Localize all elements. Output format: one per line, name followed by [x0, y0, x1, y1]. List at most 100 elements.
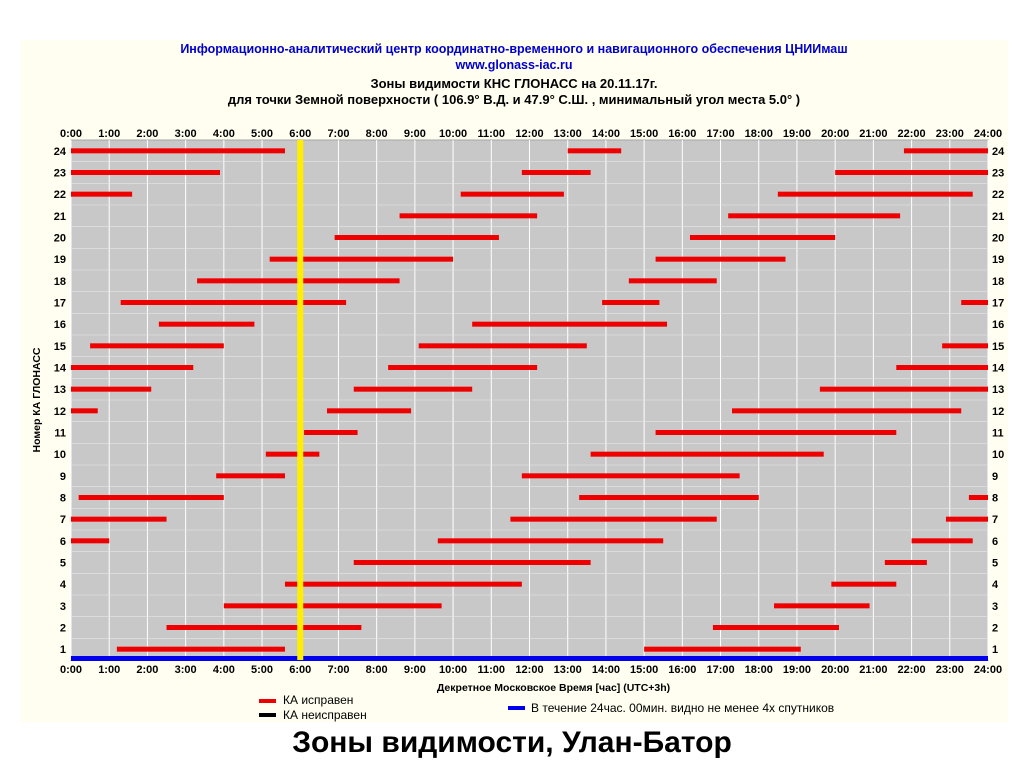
visibility-bar-sat-11	[304, 430, 358, 435]
visibility-bar-sat-10	[265, 451, 320, 457]
x-tick-label-top: 23:00	[936, 128, 964, 140]
visibility-bar-sat-2	[166, 625, 362, 630]
visibility-bar-sat-7	[945, 516, 988, 522]
y-tick-label: 22	[54, 189, 66, 201]
y-tick-label: 18	[54, 276, 66, 288]
x-tick-label: 11:00	[478, 664, 506, 676]
x-tick-label-top: 13:00	[554, 128, 582, 140]
y-tick-label: 10	[54, 449, 66, 461]
x-tick-label: 14:00	[592, 664, 620, 676]
visibility-bar-sat-22	[460, 191, 564, 197]
visibility-bar-sat-23	[71, 170, 221, 175]
coverage-line	[71, 656, 988, 661]
visibility-bar-sat-15	[418, 343, 587, 349]
y-tick-label-right: 13	[992, 384, 1004, 396]
visibility-bar-sat-8	[78, 495, 224, 500]
y-tick-label-right: 10	[992, 449, 1004, 461]
visibility-bar-sat-6	[71, 538, 110, 544]
visibility-bar-sat-13	[819, 386, 988, 392]
y-tick-label-right: 1	[992, 644, 998, 656]
visibility-bar-sat-16	[472, 321, 668, 327]
y-tick-label: 23	[54, 168, 66, 180]
x-tick-label: 24:00	[974, 664, 1002, 676]
header-url: www.glonass-iac.ru	[455, 58, 573, 72]
x-tick-label-top: 20:00	[821, 128, 849, 140]
visibility-bar-sat-21	[728, 213, 901, 219]
visibility-bar-sat-12	[732, 408, 962, 414]
x-tick-label-top: 14:00	[592, 128, 620, 140]
visibility-bar-sat-11	[655, 430, 897, 435]
x-tick-label-top: 5:00	[251, 128, 273, 140]
x-tick-label-top: 9:00	[404, 128, 426, 140]
x-tick-label: 18:00	[745, 664, 773, 676]
chart-title: Зоны видимости КНС ГЛОНАСС на 20.11.17г.	[370, 76, 658, 91]
y-tick-label-right: 21	[992, 211, 1004, 223]
x-tick-label: 19:00	[783, 664, 811, 676]
x-tick-label: 22:00	[898, 664, 926, 676]
slide-caption: Зоны видимости, Улан-Батор	[292, 726, 732, 759]
legend-swatch-bad	[259, 713, 276, 717]
y-tick-label-right: 9	[992, 471, 998, 483]
x-tick-label: 13:00	[554, 664, 582, 676]
visibility-bar-sat-2	[712, 625, 839, 630]
visibility-bar-sat-24	[903, 148, 988, 154]
y-tick-label: 15	[54, 341, 66, 353]
y-tick-label-right: 23	[992, 168, 1004, 180]
visibility-bar-sat-23	[521, 170, 591, 175]
y-tick-label: 11	[54, 428, 66, 440]
visibility-bar-sat-6	[911, 538, 973, 544]
visibility-bar-sat-4	[284, 581, 522, 587]
x-tick-label: 4:00	[213, 664, 235, 676]
y-tick-label-right: 3	[992, 601, 998, 613]
x-tick-label-top: 1:00	[98, 128, 120, 140]
y-tick-label: 5	[60, 558, 66, 570]
visibility-bar-sat-7	[510, 516, 717, 522]
visibility-bar-sat-20	[689, 235, 836, 240]
visibility-bar-sat-15	[90, 343, 224, 349]
x-tick-label: 21:00	[859, 664, 887, 676]
y-tick-label-right: 7	[992, 514, 998, 526]
x-tick-label-top: 24:00	[974, 128, 1002, 140]
y-tick-label: 19	[54, 254, 66, 266]
legend-label-ok: КА исправен	[283, 693, 353, 707]
y-tick-label-right: 15	[992, 341, 1004, 353]
visibility-bar-sat-4	[831, 581, 897, 587]
y-tick-label: 24	[54, 146, 67, 158]
x-tick-label-top: 15:00	[630, 128, 658, 140]
visibility-bar-sat-6	[437, 538, 664, 544]
x-tick-label-top: 8:00	[366, 128, 388, 140]
y-tick-label-right: 8	[992, 493, 998, 505]
y-tick-label-right: 4	[992, 579, 999, 591]
visibility-bar-sat-23	[835, 170, 988, 175]
x-tick-label: 17:00	[706, 664, 734, 676]
y-tick-label-right: 14	[992, 363, 1005, 375]
y-tick-label: 9	[60, 471, 66, 483]
x-tick-label-top: 7:00	[327, 128, 349, 140]
visibility-bar-sat-20	[334, 235, 499, 240]
current-time-marker	[297, 140, 304, 660]
visibility-bar-sat-5	[353, 560, 591, 565]
header-org: Информационно-аналитический центр коорди…	[180, 42, 848, 56]
visibility-bar-sat-21	[399, 213, 538, 219]
visibility-bar-sat-19	[269, 256, 454, 262]
y-tick-label: 17	[54, 298, 66, 310]
y-tick-label: 7	[60, 514, 66, 526]
chart-subtitle: для точки Земной поверхности ( 106.9° В.…	[227, 92, 801, 107]
visibility-bar-sat-10	[590, 451, 824, 457]
y-tick-label: 1	[60, 644, 66, 656]
x-tick-label: 2:00	[136, 664, 158, 676]
x-tick-label-top: 6:00	[289, 128, 311, 140]
legend-swatch-coverage	[508, 706, 525, 710]
visibility-bar-sat-24	[567, 148, 622, 154]
x-axis-label: Декретное Московское Время [час] (UTC+3h…	[437, 682, 670, 694]
visibility-bar-sat-14	[388, 365, 538, 370]
y-tick-label: 13	[54, 384, 66, 396]
visibility-bar-sat-22	[71, 191, 133, 197]
y-tick-label: 12	[54, 406, 66, 418]
visibility-bar-sat-19	[655, 256, 786, 262]
y-tick-label-right: 18	[992, 276, 1004, 288]
visibility-bar-sat-17	[120, 300, 347, 305]
y-tick-label: 20	[54, 233, 66, 245]
visibility-bar-sat-8	[968, 495, 988, 500]
x-tick-label: 8:00	[366, 664, 388, 676]
